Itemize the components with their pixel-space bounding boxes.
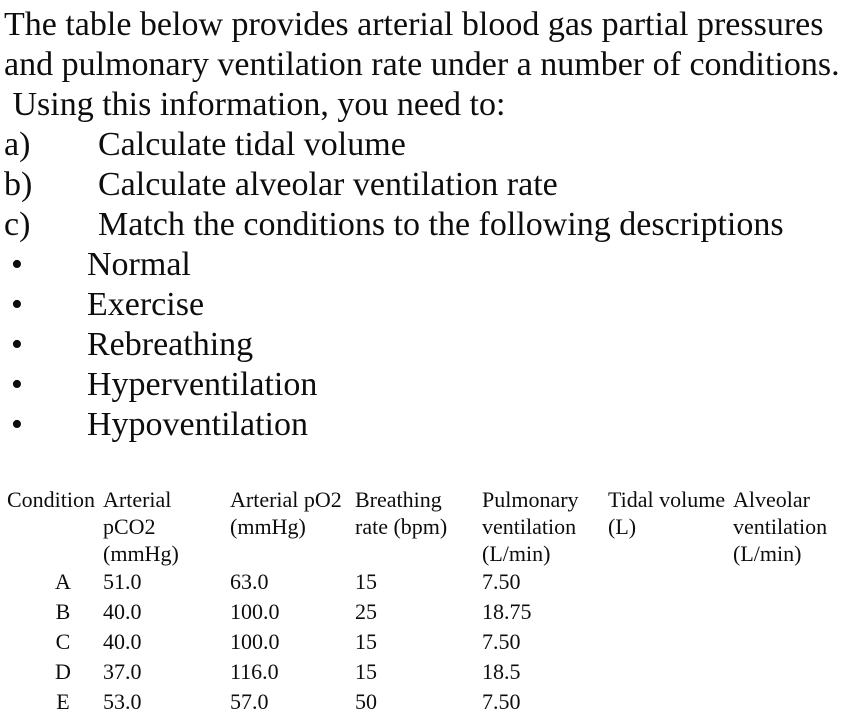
cell-arterial-pco2: 53.0 bbox=[103, 689, 142, 714]
list-item-label: Exercise bbox=[87, 286, 205, 323]
bullet-icon: • bbox=[11, 286, 23, 323]
col-header-alveolar-ventilation: Alveolar ventilation (L/min) bbox=[733, 487, 828, 566]
cell-breathing-rate: 25 bbox=[355, 599, 377, 624]
cell-breathing-rate: 15 bbox=[355, 659, 377, 684]
task-item-a: a) Calculate tidal volume bbox=[0, 125, 852, 165]
conditions-table: Condition Arterial pCO2 (mmHg) Arterial … bbox=[0, 486, 852, 714]
cell-pulmonary-ventilation: 7.50 bbox=[482, 689, 521, 714]
col-header-arterial-po2: Arterial pO2 (mmHg) bbox=[230, 487, 342, 539]
task-list: a) Calculate tidal volume b) Calculate a… bbox=[0, 125, 852, 245]
cell-arterial-pco2: 40.0 bbox=[103, 629, 142, 654]
list-item-hypoventilation: • Hypoventilation bbox=[0, 405, 852, 445]
cell-arterial-po2: 63.0 bbox=[230, 569, 269, 594]
task-text-c: Match the conditions to the following de… bbox=[98, 206, 784, 243]
bullet-icon: • bbox=[11, 246, 23, 283]
cell-tidal-volume bbox=[601, 597, 726, 627]
cell-arterial-pco2: 51.0 bbox=[103, 569, 142, 594]
bullet-icon: • bbox=[11, 326, 23, 363]
task-text-b: Calculate alveolar ventilation rate bbox=[98, 166, 558, 203]
cell-alveolar-ventilation bbox=[726, 567, 852, 597]
cell-breathing-rate: 50 bbox=[355, 689, 377, 714]
cell-breathing-rate: 15 bbox=[355, 629, 377, 654]
list-item-label: Rebreathing bbox=[87, 326, 254, 363]
condition-descriptions-list: • Normal • Exercise • Rebreathing • Hype… bbox=[0, 245, 852, 445]
task-item-c: c) Match the conditions to the following… bbox=[0, 205, 852, 245]
col-header-condition: Condition bbox=[7, 487, 96, 512]
list-item-label: Hyperventilation bbox=[87, 366, 318, 403]
list-item-label: Normal bbox=[87, 246, 191, 283]
cell-condition: A bbox=[55, 569, 71, 594]
cell-arterial-po2: 116.0 bbox=[230, 659, 279, 684]
task-label-c: c) bbox=[4, 206, 31, 243]
task-item-b: b) Calculate alveolar ventilation rate bbox=[0, 165, 852, 205]
list-item-label: Hypoventilation bbox=[87, 406, 308, 443]
table-row: D 37.0 116.0 15 18.5 bbox=[0, 657, 852, 687]
table-row: A 51.0 63.0 15 7.50 bbox=[0, 567, 852, 597]
cell-breathing-rate: 15 bbox=[355, 569, 377, 594]
intro-line-1: The table below provides arterial blood … bbox=[4, 6, 824, 43]
cell-pulmonary-ventilation: 18.5 bbox=[482, 659, 521, 684]
cell-alveolar-ventilation bbox=[726, 627, 852, 657]
bullet-icon: • bbox=[11, 406, 23, 443]
bullet-icon: • bbox=[11, 366, 23, 403]
cell-arterial-po2: 100.0 bbox=[230, 629, 280, 654]
table-row: C 40.0 100.0 15 7.50 bbox=[0, 627, 852, 657]
cell-tidal-volume bbox=[601, 627, 726, 657]
cell-pulmonary-ventilation: 7.50 bbox=[482, 629, 521, 654]
col-header-pulmonary-ventilation: Pulmonary ventilation (L/min) bbox=[482, 487, 579, 566]
table-row: B 40.0 100.0 25 18.75 bbox=[0, 597, 852, 627]
cell-condition: E bbox=[56, 689, 70, 714]
cell-alveolar-ventilation bbox=[726, 597, 852, 627]
task-label-b: b) bbox=[4, 166, 33, 203]
intro-line-3: Using this information, you need to: bbox=[4, 86, 506, 123]
cell-alveolar-ventilation bbox=[726, 687, 852, 714]
list-item-exercise: • Exercise bbox=[0, 285, 852, 325]
intro-paragraph: The table below provides arterial blood … bbox=[0, 5, 852, 125]
list-item-rebreathing: • Rebreathing bbox=[0, 325, 852, 365]
table-row: E 53.0 57.0 50 7.50 bbox=[0, 687, 852, 714]
cell-condition: D bbox=[55, 659, 71, 684]
col-header-arterial-pco2: Arterial pCO2 (mmHg) bbox=[103, 487, 179, 566]
cell-condition: C bbox=[55, 629, 71, 654]
table-header-row: Condition Arterial pCO2 (mmHg) Arterial … bbox=[0, 486, 852, 567]
col-header-breathing-rate: Breathing rate (bpm) bbox=[355, 487, 448, 539]
list-item-normal: • Normal bbox=[0, 245, 852, 285]
cell-tidal-volume bbox=[601, 657, 726, 687]
cell-alveolar-ventilation bbox=[726, 657, 852, 687]
col-header-tidal-volume: Tidal volume (L) bbox=[608, 487, 726, 539]
task-label-a: a) bbox=[4, 126, 31, 163]
cell-tidal-volume bbox=[601, 687, 726, 714]
cell-arterial-pco2: 40.0 bbox=[103, 599, 142, 624]
cell-pulmonary-ventilation: 18.75 bbox=[482, 599, 532, 624]
cell-arterial-po2: 100.0 bbox=[230, 599, 280, 624]
cell-tidal-volume bbox=[601, 567, 726, 597]
list-item-hyperventilation: • Hyperventilation bbox=[0, 365, 852, 405]
cell-pulmonary-ventilation: 7.50 bbox=[482, 569, 521, 594]
cell-arterial-pco2: 37.0 bbox=[103, 659, 142, 684]
cell-condition: B bbox=[55, 599, 71, 624]
cell-arterial-po2: 57.0 bbox=[230, 689, 269, 714]
task-text-a: Calculate tidal volume bbox=[98, 126, 406, 163]
intro-line-2: and pulmonary ventilation rate under a n… bbox=[4, 46, 840, 83]
